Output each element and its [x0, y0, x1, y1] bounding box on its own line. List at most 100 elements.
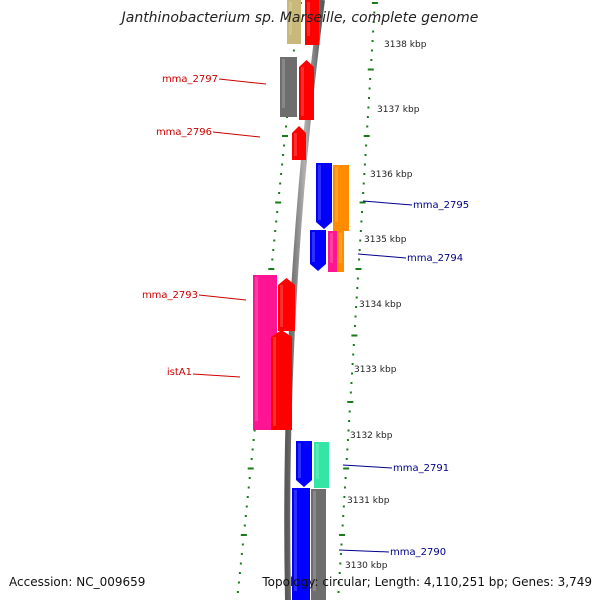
ring-tick [362, 182, 365, 185]
scale-tick-label: 3132 kbp [350, 431, 393, 441]
ring-tick [343, 467, 350, 470]
ring-tick [355, 296, 358, 299]
label-leader-line [198, 294, 247, 301]
gene-label-mma-2796[interactable]: mma_2796 [156, 127, 212, 138]
ring-tick [360, 220, 363, 223]
label-leader-line [218, 78, 267, 85]
ring-tick [355, 306, 358, 308]
ring-tick [250, 458, 253, 460]
ring-tick [248, 477, 251, 479]
scale-tick-label: 3138 kbp [384, 40, 427, 50]
ring-tick [348, 420, 351, 422]
ring-tick [364, 154, 367, 156]
gene-highlight [301, 67, 304, 116]
ring-tick [368, 87, 371, 90]
gene-highlight [339, 233, 342, 263]
gene-mma-2790 [292, 488, 310, 600]
ring-tick [351, 334, 358, 337]
ring-tick [272, 249, 275, 251]
ring-tick [285, 125, 288, 128]
ring-tick [348, 410, 351, 413]
gene-highlight [294, 490, 297, 591]
gene-highlight [316, 444, 319, 479]
ring-tick [350, 382, 353, 384]
ring-tick [240, 534, 247, 536]
ring-tick [278, 192, 281, 194]
ring-tick [349, 391, 352, 394]
ring-tick [344, 477, 347, 479]
ring-tick [337, 591, 340, 593]
genome-title: Janthinobacterium sp. Marseille, complet… [121, 10, 479, 26]
gene-label-istA1[interactable]: istA1 [167, 367, 192, 378]
ring-tick [251, 448, 254, 451]
ring-tick [359, 201, 366, 204]
gene-label-mma-2791[interactable]: mma_2791 [393, 463, 449, 474]
gene-highlight [289, 2, 292, 35]
ring-tick [246, 496, 249, 498]
gene-feature [296, 441, 312, 487]
scale-tick-label: 3137 kbp [377, 105, 420, 115]
ring-tick [237, 581, 240, 584]
ring-tick [352, 344, 355, 346]
ring-tick [343, 486, 346, 489]
label-leader-line [338, 549, 390, 553]
gene-highlight [282, 59, 285, 108]
gene-highlight [313, 491, 316, 591]
gene-istA1 [271, 330, 292, 430]
ring-tick [358, 258, 361, 261]
ring-tick [342, 505, 345, 508]
scale-tick-label: 3131 kbp [347, 496, 390, 506]
ring-tick [354, 315, 357, 318]
ring-tick [275, 220, 278, 223]
ring-tick [271, 258, 274, 261]
ring-tick [283, 144, 286, 147]
ring-tick [281, 163, 284, 166]
ring-tick [340, 543, 343, 546]
ring-tick [362, 192, 365, 194]
ring-tick [373, 11, 376, 14]
ring-tick [366, 125, 369, 128]
ring-tick [342, 515, 345, 517]
gene-feature [333, 165, 349, 231]
ring-tick [363, 163, 366, 166]
ring-tick [363, 173, 366, 175]
ring-tick [351, 372, 354, 375]
ring-tick [276, 211, 279, 213]
ring-tick [353, 325, 356, 327]
gene-highlight [280, 285, 283, 327]
scale-tick-label: 3136 kbp [370, 170, 413, 180]
gene-label-mma-2793[interactable]: mma_2793 [142, 290, 198, 301]
gene-highlight [255, 277, 258, 421]
ring-tick [292, 49, 295, 52]
ring-tick [247, 486, 250, 489]
gene-feature [328, 231, 337, 272]
gene-label-mma-2797[interactable]: mma_2797 [162, 74, 218, 85]
ring-tick [359, 239, 362, 242]
gene-highlight [273, 337, 276, 426]
ring-tick [244, 515, 247, 517]
gene-feature [305, 0, 319, 45]
ring-tick [345, 458, 348, 460]
ring-tick [352, 353, 355, 356]
ring-tick [371, 2, 378, 4]
gene-label-mma-2794[interactable]: mma_2794 [407, 253, 463, 264]
gene-highlight [312, 232, 315, 262]
ring-tick [243, 524, 246, 527]
ring-tick [240, 553, 243, 555]
kbp-scale: 3138 kbp 3137 kbp 3136 kbp 3135 kbp 3134… [345, 40, 427, 571]
scale-tick-label: 3135 kbp [364, 235, 407, 245]
label-leader-line [357, 253, 407, 259]
gene-highlight [298, 443, 301, 478]
outer-dotted-ring-right [337, 2, 378, 593]
label-leader-line [192, 373, 241, 378]
ring-tick [275, 201, 282, 204]
gene-label-mma-2790[interactable]: mma_2790 [390, 547, 446, 558]
ring-tick [279, 182, 282, 185]
ring-tick [241, 543, 244, 546]
gene-label-mma-2795[interactable]: mma_2795 [413, 200, 469, 211]
ring-tick [273, 239, 276, 242]
ring-tick [239, 562, 242, 565]
gene-highlight [307, 2, 310, 36]
label-leader-line [362, 200, 413, 206]
